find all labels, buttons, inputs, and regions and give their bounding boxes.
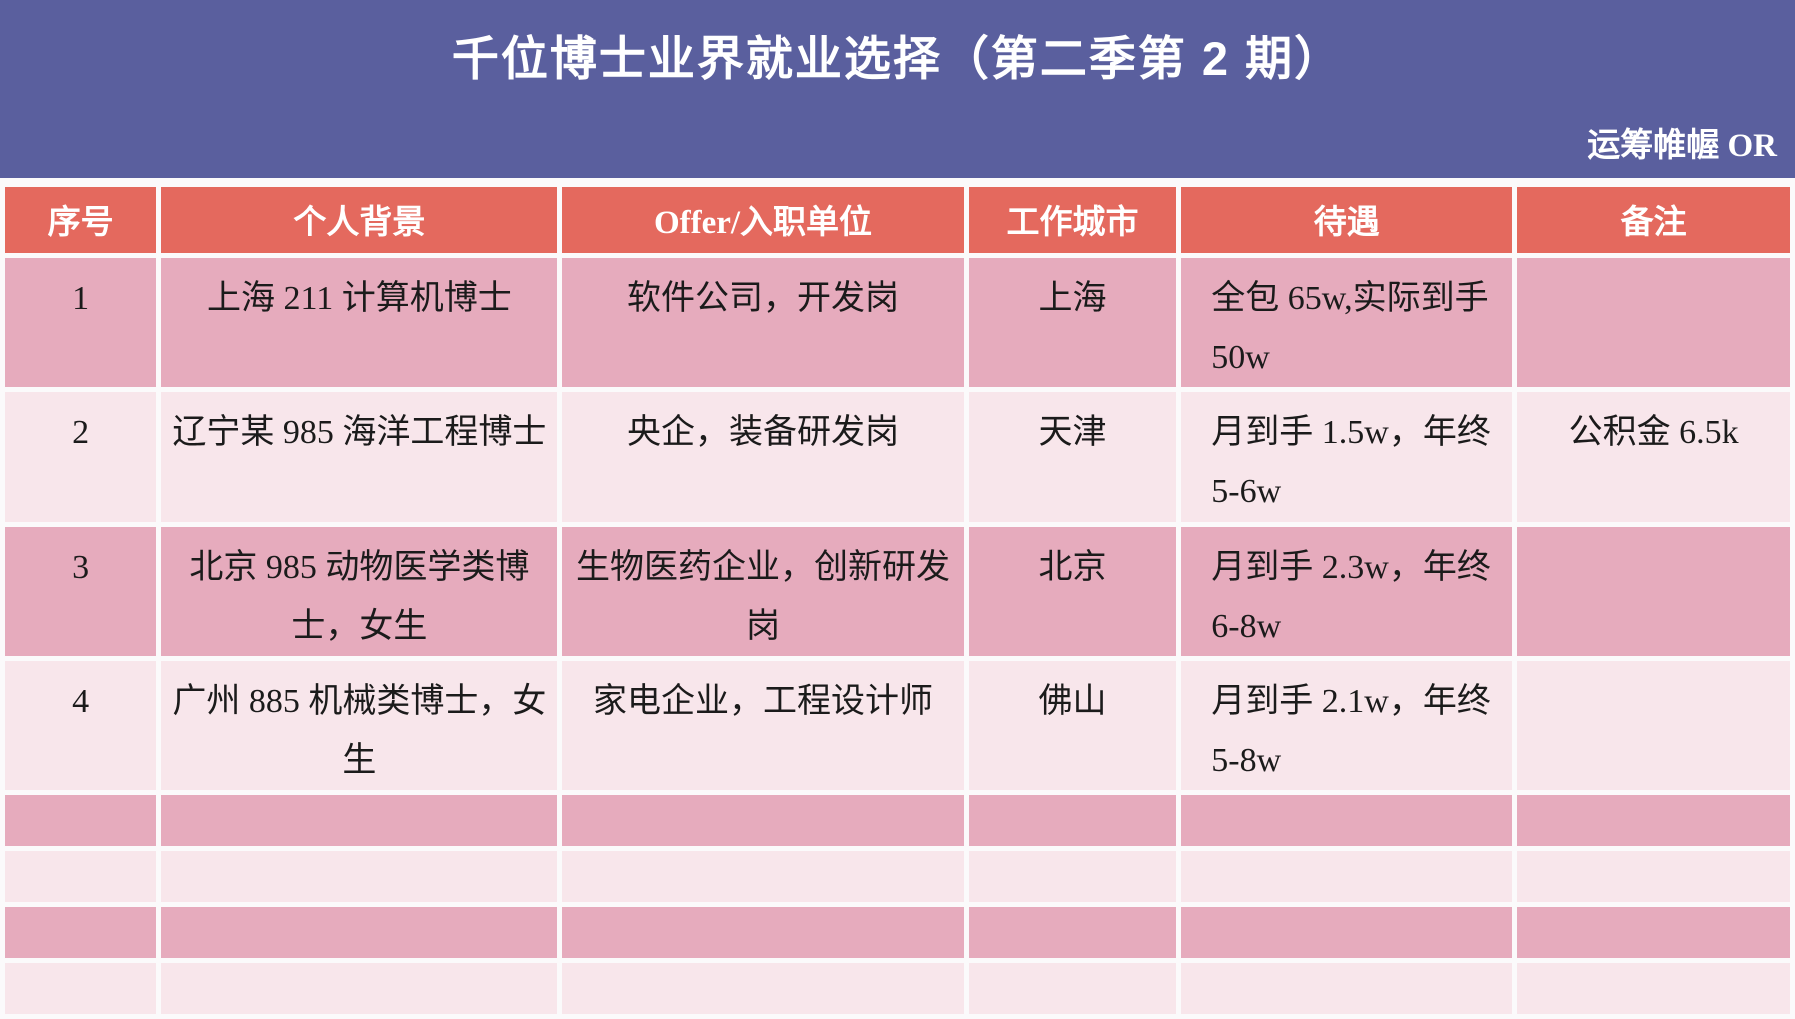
column-header-index: 序号: [5, 187, 157, 253]
table-cell-note: [1517, 851, 1790, 903]
table-cell-offer: 生物医药企业，创新研发岗: [562, 526, 964, 656]
employment-table: 序号 个人背景 Offer/入职单位 工作城市 待遇 备注 1 上海 211 计算机博士 软件…: [0, 182, 1795, 1019]
column-header-background: 个人背景: [161, 187, 558, 253]
table-cell-city: [968, 963, 1177, 1015]
table-cell-index: 3: [5, 526, 157, 656]
table-header: 序号 个人背景 Offer/入职单位 工作城市 待遇 备注: [5, 187, 1790, 253]
table-cell-background: 北京 985 动物医学类博士，女生: [161, 526, 558, 656]
table-row-empty: [5, 795, 1790, 847]
table-cell-index: [5, 907, 157, 959]
table-cell-salary: 月到手 2.1w，年终 5-8w: [1181, 660, 1513, 791]
table-cell-city: 北京: [968, 526, 1177, 656]
table-cell-note: [1517, 907, 1790, 959]
table-cell-city: [968, 851, 1177, 903]
table-cell-salary: [1181, 851, 1513, 903]
table-cell-city: [968, 907, 1177, 959]
table-cell-offer: 家电企业，工程设计师: [562, 660, 964, 791]
table-row: 2 辽宁某 985 海洋工程博士 央企，装备研发岗 天津 月到手 1.5w，年终 5-6…: [5, 392, 1790, 522]
table-row: 4 广州 885 机械类博士，女生 家电企业，工程设计师 佛山 月到手 2.1w，年终 …: [5, 660, 1790, 791]
table-cell-background: [161, 851, 558, 903]
table-cell-background: [161, 907, 558, 959]
page-title: 千位博士业界就业选择（第二季第 2 期）: [451, 32, 1344, 85]
table-cell-index: 1: [5, 258, 157, 388]
table-cell-offer: [562, 963, 964, 1015]
table-row-empty: [5, 907, 1790, 959]
table-cell-city: 上海: [968, 258, 1177, 388]
table-cell-index: [5, 795, 157, 847]
column-header-offer: Offer/入职单位: [562, 187, 964, 253]
table-cell-background: [161, 963, 558, 1015]
table-body: 1 上海 211 计算机博士 软件公司，开发岗 上海 全包 65w,实际到手 50w 2 辽…: [5, 258, 1790, 1015]
table-cell-background: 广州 885 机械类博士，女生: [161, 660, 558, 791]
table-cell-salary: [1181, 795, 1513, 847]
table-cell-background: [161, 795, 558, 847]
table-cell-city: 天津: [968, 392, 1177, 522]
table-cell-note: [1517, 660, 1790, 791]
table-row-empty: [5, 851, 1790, 903]
table-cell-city: [968, 795, 1177, 847]
table-cell-salary: [1181, 963, 1513, 1015]
table-cell-note: [1517, 258, 1790, 388]
table-cell-note: [1517, 526, 1790, 656]
table-cell-index: [5, 851, 157, 903]
table-cell-salary: 全包 65w,实际到手 50w: [1181, 258, 1513, 388]
table-cell-index: 4: [5, 660, 157, 791]
table-cell-index: 2: [5, 392, 157, 522]
table-cell-offer: [562, 851, 964, 903]
column-header-city: 工作城市: [968, 187, 1177, 253]
table-cell-offer: [562, 907, 964, 959]
column-header-note: 备注: [1517, 187, 1790, 253]
table-cell-note: 公积金 6.5k: [1517, 392, 1790, 522]
brand-watermark: 运筹帷幄 OR: [1587, 128, 1777, 164]
table-cell-background: 上海 211 计算机博士: [161, 258, 558, 388]
table-row: 3 北京 985 动物医学类博士，女生 生物医药企业，创新研发岗 北京 月到手 2.3w…: [5, 526, 1790, 656]
table-cell-city: 佛山: [968, 660, 1177, 791]
header-row: 序号 个人背景 Offer/入职单位 工作城市 待遇 备注: [5, 187, 1790, 253]
table-cell-offer: 央企，装备研发岗: [562, 392, 964, 522]
table-row-empty: [5, 963, 1790, 1015]
table-cell-offer: 软件公司，开发岗: [562, 258, 964, 388]
table-cell-note: [1517, 963, 1790, 1015]
title-banner: 千位博士业界就业选择（第二季第 2 期） 运筹帷幄 OR: [0, 0, 1795, 178]
table-cell-salary: [1181, 907, 1513, 959]
table-cell-background: 辽宁某 985 海洋工程博士: [161, 392, 558, 522]
table-row: 1 上海 211 计算机博士 软件公司，开发岗 上海 全包 65w,实际到手 50w: [5, 258, 1790, 388]
table-cell-index: [5, 963, 157, 1015]
table-cell-salary: 月到手 2.3w，年终 6-8w: [1181, 526, 1513, 656]
table-cell-note: [1517, 795, 1790, 847]
table-cell-salary: 月到手 1.5w，年终 5-6w: [1181, 392, 1513, 522]
column-header-salary: 待遇: [1181, 187, 1513, 253]
table-cell-offer: [562, 795, 964, 847]
